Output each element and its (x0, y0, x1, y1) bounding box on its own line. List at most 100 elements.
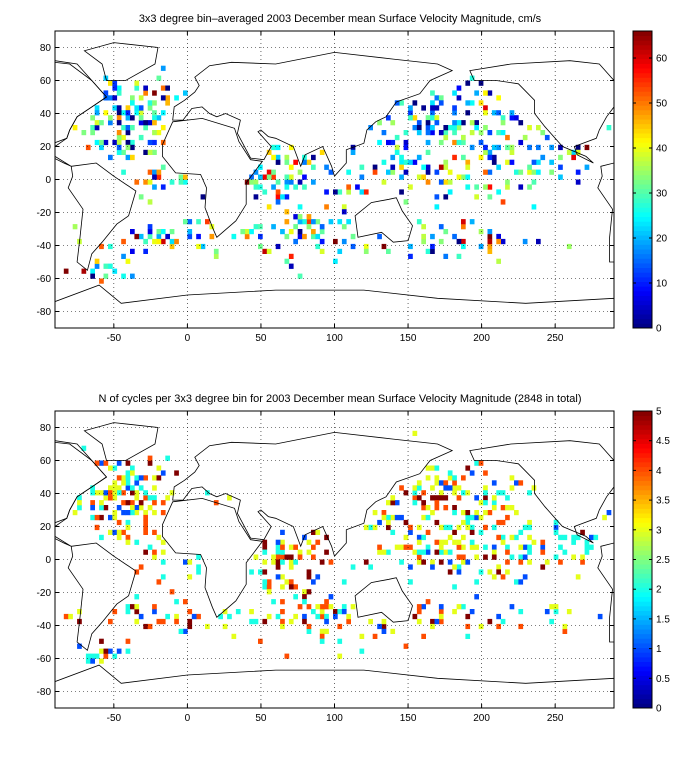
data-cell (346, 613, 351, 620)
data-cell (425, 139, 431, 146)
data-cell (178, 179, 184, 185)
coastline-eurasia (172, 51, 454, 178)
data-cell (288, 584, 294, 590)
data-cell (575, 179, 581, 185)
data-cell (447, 549, 453, 555)
data-cell (152, 184, 157, 190)
data-cell (271, 224, 276, 230)
data-cell (152, 174, 157, 180)
data-cell (461, 604, 466, 610)
data-cell (403, 643, 409, 649)
data-cell (496, 490, 501, 496)
data-cell (412, 549, 418, 555)
data-cell (399, 159, 404, 165)
data-cell (174, 95, 179, 101)
data-cell (452, 110, 457, 116)
data-cell (271, 154, 276, 161)
data-cell (169, 243, 175, 250)
colorbar-segment (633, 471, 652, 477)
data-cell (99, 505, 104, 511)
data-cell (262, 559, 268, 565)
data-cell (302, 233, 307, 240)
data-cell (434, 120, 440, 126)
data-cell (452, 139, 457, 146)
data-cell (465, 100, 471, 106)
data-cell (527, 534, 532, 541)
data-cell (381, 243, 387, 250)
data-cell (108, 154, 113, 161)
coastline-north-america (55, 61, 108, 167)
data-cell (337, 623, 343, 630)
data-cell (249, 179, 254, 185)
data-cell (456, 485, 462, 491)
data-cell (394, 149, 400, 155)
colorbar-segment (633, 35, 652, 41)
data-cell (518, 554, 524, 560)
data-cell (390, 164, 396, 170)
data-cell (469, 539, 475, 545)
data-cell (112, 95, 118, 101)
data-cell (160, 164, 166, 170)
data-cell (403, 159, 409, 165)
colorbar-segment (633, 508, 652, 514)
data-cell (302, 599, 307, 605)
data-cell (293, 238, 298, 245)
data-cell (487, 243, 493, 250)
colorbar-tick-label: 0 (656, 704, 662, 715)
data-cell (452, 485, 457, 491)
data-cell (147, 623, 153, 630)
data-cell (403, 519, 409, 526)
data-cell (134, 495, 140, 501)
colorbar-segment (633, 54, 652, 60)
data-cell (434, 495, 440, 501)
data-cell (81, 268, 87, 274)
data-cell (81, 130, 87, 136)
data-cell (138, 564, 144, 570)
data-cell (143, 529, 148, 535)
data-cell (465, 465, 471, 471)
data-cell (284, 579, 290, 585)
data-cell (90, 653, 95, 659)
data-cell (275, 144, 281, 151)
data-cell (575, 169, 581, 175)
data-cell (275, 154, 281, 161)
data-cell (381, 514, 387, 521)
data-cell (108, 80, 113, 86)
colorbar-segment (633, 295, 652, 301)
colorbar-segment (633, 568, 652, 574)
data-cell (408, 110, 413, 116)
data-cell (138, 485, 144, 491)
data-cell (297, 214, 303, 220)
data-cell (134, 105, 140, 111)
data-cell (421, 164, 426, 170)
data-cell (160, 470, 166, 476)
data-cell (363, 189, 369, 195)
data-cell (280, 554, 285, 560)
data-cell (280, 584, 285, 590)
data-cell (103, 110, 109, 116)
data-cell (280, 574, 285, 580)
data-cell (438, 524, 444, 531)
data-cell (438, 164, 444, 170)
data-cell (505, 184, 510, 190)
data-cell (108, 514, 113, 521)
data-cell (284, 154, 290, 161)
data-cell (152, 510, 157, 516)
data-cell (116, 130, 122, 136)
data-cell (94, 263, 100, 269)
data-cell (125, 510, 131, 516)
data-cell (456, 604, 462, 610)
data-cell (147, 544, 153, 550)
data-cell (514, 480, 519, 486)
data-cell (377, 544, 382, 550)
data-cell (500, 539, 506, 545)
colorbar-tick-label: 60 (656, 54, 668, 65)
data-cell (288, 564, 294, 570)
plot-area (54, 30, 615, 329)
colorbar-segment (633, 647, 652, 653)
data-cell (152, 149, 157, 155)
colorbar-segment (633, 656, 652, 662)
data-cell (408, 184, 413, 190)
data-cell (266, 579, 272, 585)
x-tick-label: 100 (326, 713, 343, 724)
